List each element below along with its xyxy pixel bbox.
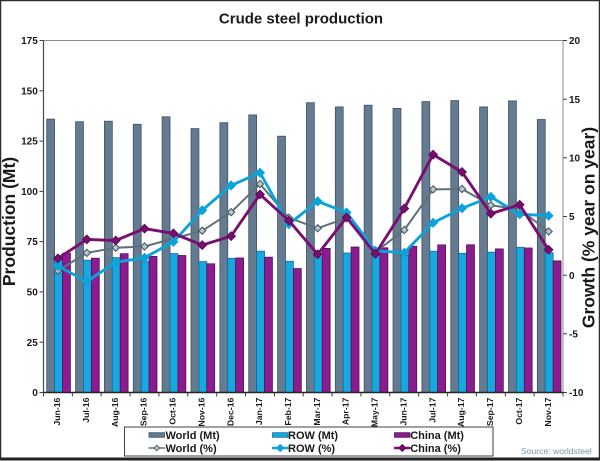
svg-text:15: 15: [569, 95, 581, 106]
svg-text:0: 0: [32, 388, 38, 399]
svg-text:Jun-16: Jun-16: [52, 397, 62, 425]
svg-text:Mar-17: Mar-17: [312, 397, 322, 425]
svg-text:125: 125: [21, 137, 38, 148]
svg-text:25: 25: [27, 338, 39, 349]
svg-text:China (%): China (%): [410, 443, 461, 455]
svg-text:75: 75: [27, 237, 39, 248]
svg-text:World (%): World (%): [166, 443, 217, 455]
svg-text:-10: -10: [569, 388, 584, 399]
svg-text:China (Mt): China (Mt): [410, 430, 464, 442]
svg-text:Production (Mt): Production (Mt): [0, 157, 19, 286]
svg-text:10: 10: [569, 153, 581, 164]
svg-text:Jan-17: Jan-17: [254, 397, 264, 425]
svg-text:Dec-16: Dec-16: [225, 397, 235, 426]
svg-text:Jun-17: Jun-17: [399, 397, 409, 425]
svg-text:Growth (% year on year): Growth (% year on year): [579, 127, 599, 328]
svg-text:-5: -5: [569, 329, 578, 340]
svg-text:0: 0: [569, 271, 575, 282]
svg-text:ROW (%): ROW (%): [288, 443, 335, 455]
svg-text:Sep-16: Sep-16: [139, 397, 149, 426]
svg-text:Crude steel production: Crude steel production: [219, 11, 383, 28]
svg-text:5: 5: [569, 212, 575, 223]
svg-text:50: 50: [27, 288, 39, 299]
svg-text:Nov-17: Nov-17: [543, 397, 553, 426]
svg-text:Jul-16: Jul-16: [81, 397, 91, 422]
svg-text:Oct-17: Oct-17: [514, 397, 524, 424]
svg-text:Nov-16: Nov-16: [196, 397, 206, 426]
svg-text:175: 175: [21, 36, 38, 47]
svg-text:150: 150: [21, 86, 38, 97]
svg-text:Apr-17: Apr-17: [341, 397, 351, 425]
svg-text:Jul-17: Jul-17: [427, 397, 437, 422]
svg-text:20: 20: [569, 36, 581, 47]
svg-text:Aug-16: Aug-16: [110, 397, 120, 427]
svg-text:May-17: May-17: [370, 397, 380, 427]
svg-text:World (Mt): World (Mt): [166, 430, 221, 442]
svg-text:Feb-17: Feb-17: [283, 397, 293, 425]
svg-text:Aug-17: Aug-17: [456, 397, 466, 427]
svg-text:Sep-17: Sep-17: [485, 397, 495, 426]
svg-text:ROW (Mt): ROW (Mt): [288, 430, 338, 442]
svg-text:100: 100: [21, 187, 38, 198]
svg-text:Oct-16: Oct-16: [168, 397, 178, 424]
svg-text:Source: worldsteel: Source: worldsteel: [521, 446, 592, 456]
